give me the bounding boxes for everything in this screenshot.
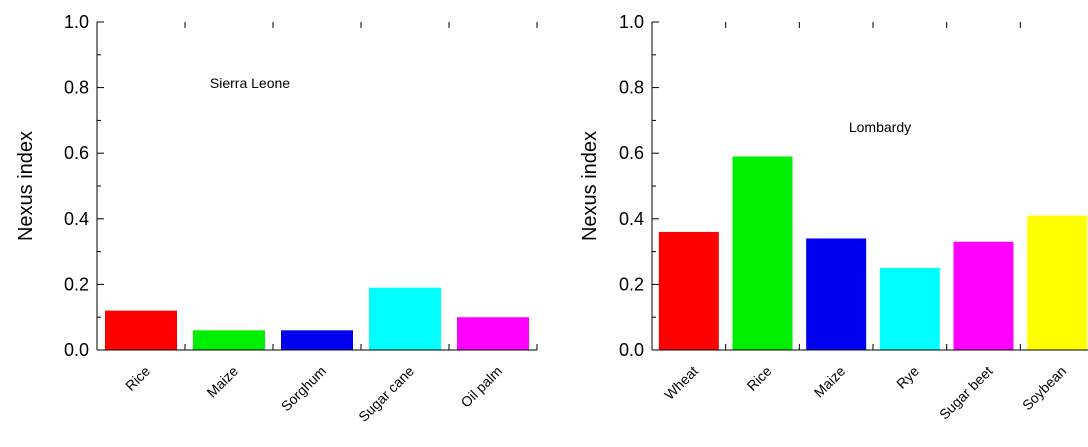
x-category-label: Oil palm: [457, 363, 505, 411]
y-tick-label: 0.6: [619, 143, 644, 163]
y-tick-label: 0.4: [619, 209, 644, 229]
y-tick-label: 0.0: [619, 340, 644, 360]
chart-lombardy: 0.0 0.2 0.4 0.6 0.8 1.0 Wheat Rice Maize Rye Sugar…: [579, 12, 1088, 423]
x-category-label: Sorghum: [278, 363, 329, 414]
bar-rye: [879, 268, 940, 350]
bar-maize: [806, 238, 867, 350]
y-axis-label: Nexus index: [15, 131, 37, 241]
x-category-label: Soybean: [1019, 363, 1069, 413]
region-annotation: Lombardy: [849, 119, 911, 135]
bar-maize: [193, 330, 265, 350]
y-tick-label: 0.2: [64, 274, 89, 294]
bar-sugar-cane: [369, 287, 441, 350]
x-category-label: Maize: [203, 363, 241, 401]
y-tick-label: 0.2: [619, 274, 644, 294]
bar-soybean: [1027, 215, 1088, 350]
x-category-label: Maize: [811, 363, 849, 401]
y-tick-label: 1.0: [619, 12, 644, 32]
y-tick-label: 0.4: [64, 209, 89, 229]
bar-wheat: [658, 231, 719, 350]
y-tick-label: 1.0: [64, 12, 89, 32]
x-category-label: Rye: [893, 363, 922, 392]
y-tick-label: 0.0: [64, 340, 89, 360]
y-tick-label: 0.8: [619, 78, 644, 98]
bar-sorghum: [281, 330, 353, 350]
y-tick-label: 0.8: [64, 78, 89, 98]
x-category-label: Sugar cane: [355, 363, 417, 425]
bar-rice: [105, 310, 177, 350]
x-category-label: Wheat: [661, 363, 701, 403]
region-annotation: Sierra Leone: [210, 75, 290, 91]
chart-sierra-leone: 0.0 0.2 0.4 0.6 0.8 1.0 Rice Maize Sorghum Sugar …: [15, 12, 538, 425]
x-category-label: Rice: [743, 363, 774, 394]
bar-sugar-beet: [953, 241, 1014, 350]
x-category-label: Sugar beet: [936, 363, 996, 423]
bar-rice: [732, 156, 793, 350]
y-axis-label: Nexus index: [579, 131, 601, 241]
bar-oil-palm: [457, 317, 529, 350]
y-tick-label: 0.6: [64, 143, 89, 163]
x-category-label: Rice: [122, 363, 153, 394]
